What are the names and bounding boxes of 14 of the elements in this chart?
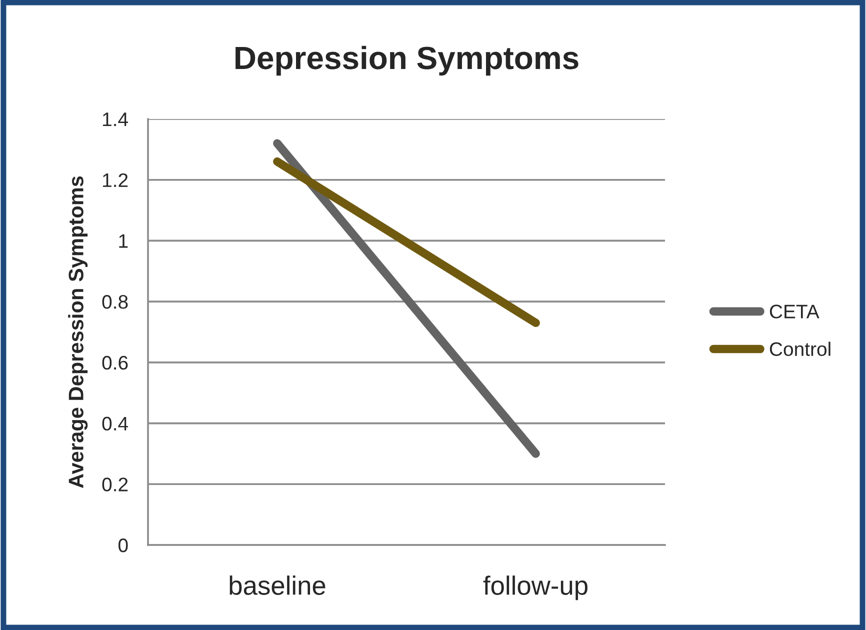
y-tick-label: 1: [119, 234, 128, 248]
y-tick-label: 0.2: [102, 478, 128, 492]
y-tick-label: 1.4: [103, 112, 128, 126]
y-tick-label: 0.8: [102, 295, 128, 309]
chart-title: Depression Symptoms: [236, 46, 578, 76]
y-tick-label: 0.6: [102, 356, 128, 370]
x-tick-label: follow-up: [483, 576, 588, 600]
y-axis-title: Average Depression Symptoms: [68, 176, 88, 488]
y-tick-label: 1.2: [103, 173, 128, 187]
y-tick-label: 0.4: [102, 416, 128, 431]
legend-label: CETA: [770, 304, 820, 318]
legend-label: Control: [770, 342, 830, 356]
y-tick-label: 0: [118, 538, 128, 552]
x-tick-label: baseline: [230, 576, 326, 595]
